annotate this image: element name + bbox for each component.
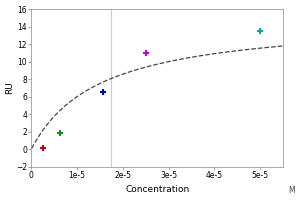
Text: M: M xyxy=(288,186,295,195)
Y-axis label: RU: RU xyxy=(6,82,15,94)
X-axis label: Concentration: Concentration xyxy=(125,185,189,194)
